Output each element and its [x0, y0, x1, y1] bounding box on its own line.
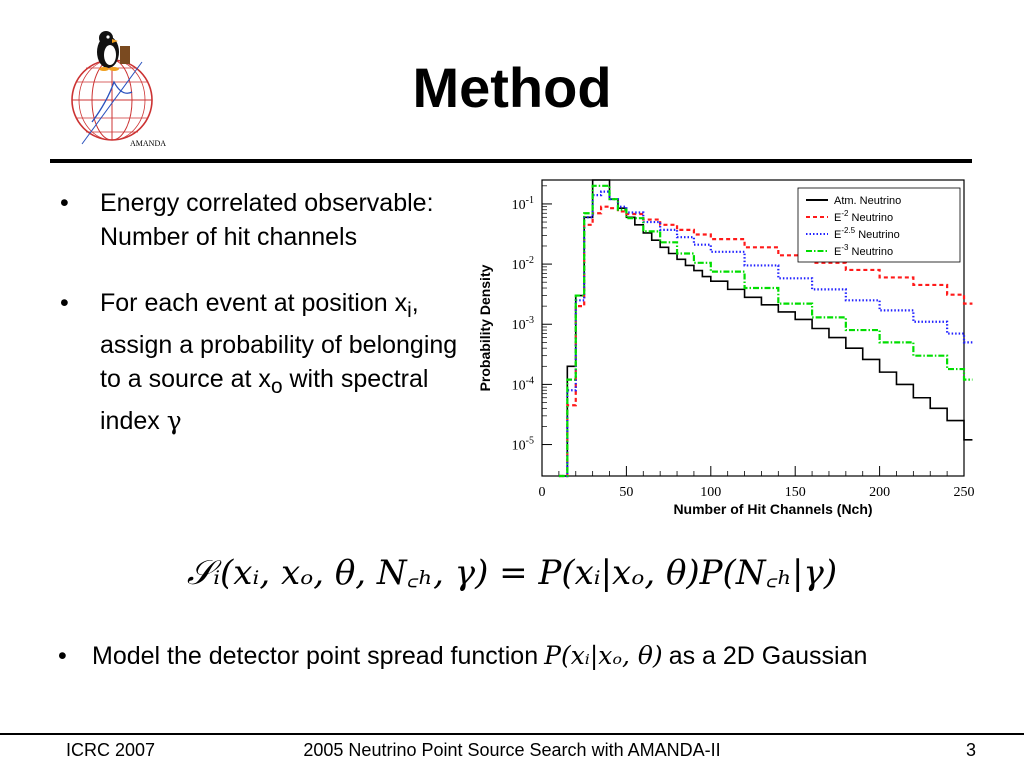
footer-talk-title: 2005 Neutrino Point Source Search with A…: [303, 740, 721, 760]
y-tick-label: 10-1: [512, 195, 534, 213]
y-tick-label: 10-5: [512, 436, 534, 454]
bullet-energy-text: Energy correlated observable: Number of …: [100, 189, 434, 251]
y-axis-label: Probability Density: [478, 264, 493, 391]
bullet-prob-post: with spectral index: [100, 365, 429, 435]
bullet-probability: For each event at position xi, assign a …: [60, 286, 460, 438]
x-tick-label: 100: [700, 485, 721, 500]
legend-entry: Atm. Neutrino: [834, 195, 901, 207]
legend-entry: E-3 Neutrino: [834, 243, 893, 258]
bullet-prob-sub-i: i: [407, 299, 412, 322]
gamma-symbol: γ: [166, 406, 182, 435]
legend-entry: E-2 Neutrino: [834, 209, 893, 224]
bullet-prob-mid: , assign a probability of belonging to a…: [100, 289, 458, 393]
footer-conference: ICRC 2007: [66, 740, 156, 760]
title-divider: [50, 159, 972, 163]
x-tick-label: 150: [785, 485, 806, 500]
x-tick-label: 50: [619, 485, 633, 500]
slide-title: Method: [412, 56, 612, 119]
bullet-energy: Energy correlated observable: Number of …: [60, 186, 460, 254]
x-axis-label: Number of Hit Channels (Nch): [673, 501, 872, 517]
bullet-list: Energy correlated observable: Number of …: [60, 186, 460, 470]
series-line-1: [558, 205, 973, 478]
series-line-3: [558, 184, 973, 478]
bullet-psf: Model the detector point spread function…: [58, 640, 958, 672]
x-tick-label: 200: [869, 485, 890, 500]
x-tick-label: 0: [539, 485, 546, 500]
y-tick-label: 10-4: [512, 375, 534, 393]
footer-divider: [0, 733, 1024, 735]
x-tick-label: 250: [954, 485, 975, 500]
series-line-2: [558, 190, 973, 478]
bullet-list-bottom: Model the detector point spread function…: [58, 640, 958, 672]
footer-page-number: 3: [965, 740, 976, 760]
amanda-logo: AMANDA: [71, 31, 166, 148]
y-tick-label: 10-3: [512, 315, 534, 333]
logo-text: AMANDA: [130, 139, 166, 148]
y-tick-label: 10-2: [512, 255, 534, 273]
bullet-psf-pre: Model the detector point spread function: [92, 642, 539, 670]
signal-equation: 𝒮ᵢ(xᵢ, xₒ, θ, N꜀ₕ, γ) = P(xᵢ|xₒ, θ)P(N꜀ₕ…: [186, 553, 838, 593]
bullet-prob-sub-o: o: [270, 375, 283, 398]
penguin-icon: [97, 31, 130, 71]
legend-entry: E-2.5 Neutrino: [834, 226, 900, 241]
bullet-psf-post: as a 2D Gaussian: [668, 642, 868, 670]
probability-density-chart: 0 50 100 150 200 250 10-1 10-2 10-3 10-4 10-5 Numbe…: [478, 179, 975, 517]
psf-math: P(xᵢ|xₒ, θ): [544, 641, 663, 670]
bullet-prob-pre: For each event at position x: [100, 289, 408, 317]
